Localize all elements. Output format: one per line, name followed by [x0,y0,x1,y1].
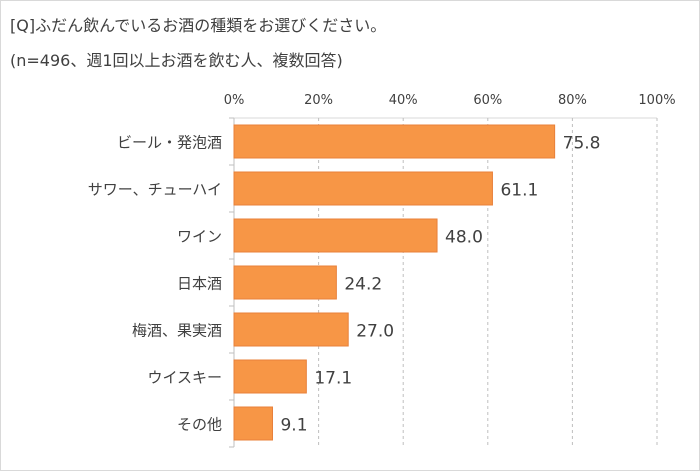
bar [233,359,307,394]
x-tick-label: 0% [224,93,245,108]
data-label: 9.1 [280,416,307,436]
category-label: サワー、チューハイ [88,181,222,199]
category-label: ビール・発泡酒 [117,134,222,152]
x-tick-label: 80% [558,93,587,108]
data-label: 75.8 [563,134,601,154]
data-label: 24.2 [344,275,382,295]
chart-subtitle: (n=496、週1回以上お酒を飲む人、複数回答) [10,51,343,70]
data-label: 27.0 [356,322,394,342]
category-label: 梅酒、果実酒 [132,322,222,340]
bar [233,218,438,253]
bar [233,171,493,206]
category-label: ワイン [177,228,222,246]
chart-title: [Q]ふだん飲んでいるお酒の種類をお選びください。 [10,16,387,35]
data-label: 17.1 [314,369,352,389]
x-tick-label: 60% [473,93,502,108]
bar [233,265,337,300]
category-label: 日本酒 [177,275,222,293]
x-tick-label: 100% [638,93,675,108]
data-label: 61.1 [500,181,538,201]
data-label: 48.0 [445,228,483,248]
bar [233,124,556,159]
bar [233,406,273,441]
x-tick-label: 40% [389,93,418,108]
bar [233,312,349,347]
x-tick-label: 20% [304,93,333,108]
category-label: ウイスキー [147,369,222,387]
category-label: その他 [177,416,222,434]
